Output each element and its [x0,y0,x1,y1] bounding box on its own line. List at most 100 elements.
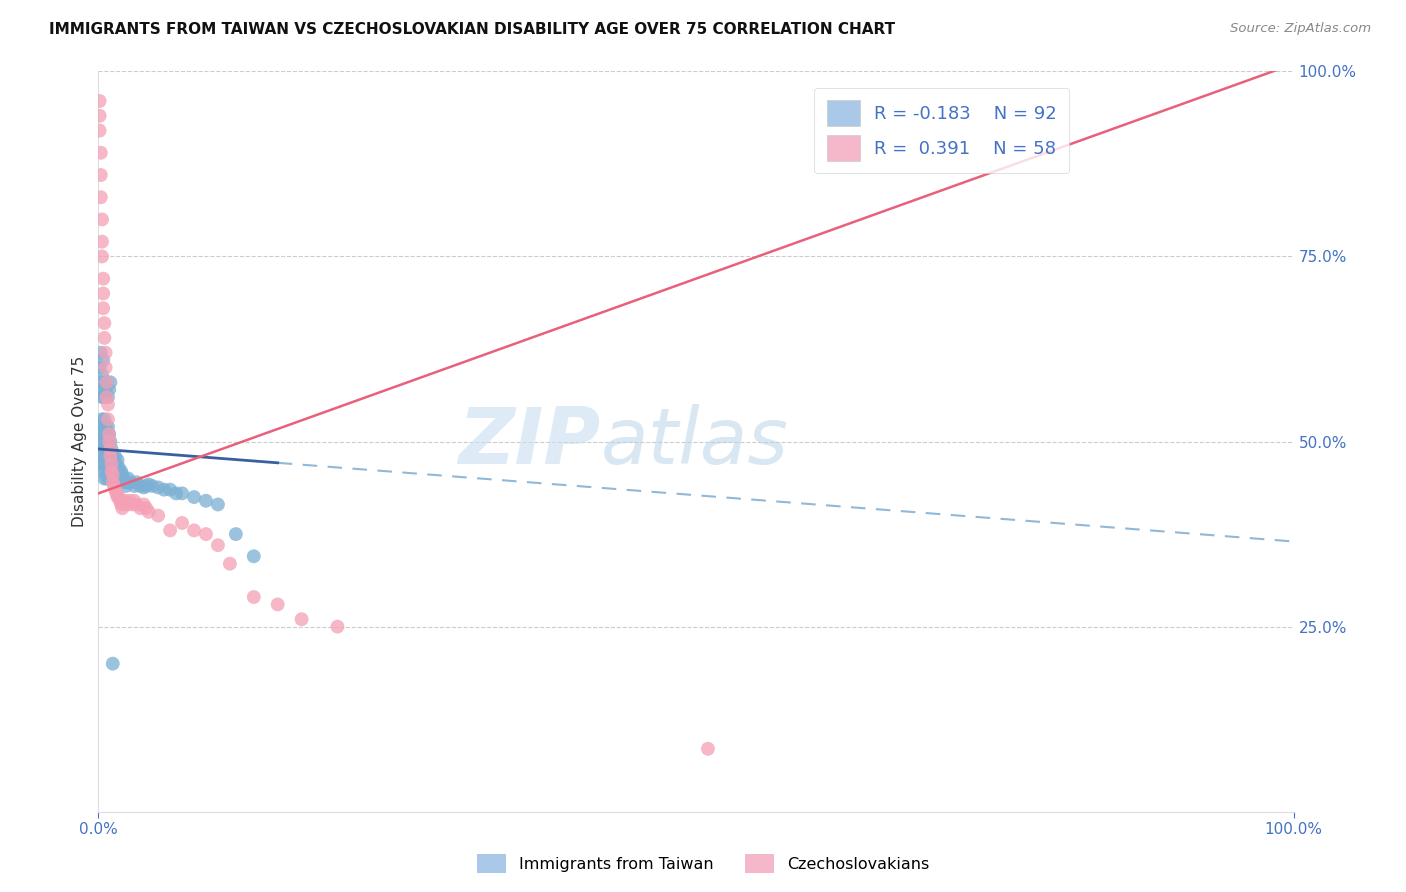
Point [183,490,205,504]
Point [243,590,266,604]
Point [91,271,114,285]
Point [100,457,122,471]
Point [89,94,111,108]
Point [100,471,122,485]
Point [93,442,115,456]
Point [107,464,129,478]
Point [117,471,139,485]
Point [107,490,129,504]
Point [98,450,122,464]
Point [115,479,138,493]
Point [105,457,128,471]
Point [91,353,114,368]
Point [138,477,160,491]
Point [107,453,129,467]
Point [97,412,120,426]
Point [291,612,314,626]
Point [129,479,152,493]
Point [91,235,114,249]
Point [132,480,155,494]
Point [96,442,118,456]
Point [108,471,131,485]
Point [148,508,170,523]
Point [118,493,141,508]
Point [124,493,146,508]
Point [98,434,122,449]
Point [96,390,118,404]
Point [267,598,290,612]
Point [326,619,349,633]
Point [93,390,115,404]
Point [101,475,124,490]
Text: atlas: atlas [600,403,789,480]
Point [98,464,122,478]
Point [90,145,112,160]
Point [195,493,218,508]
Point [103,457,125,471]
Point [91,442,114,456]
Point [97,434,120,449]
Point [98,457,121,471]
Point [90,419,112,434]
Point [125,498,148,512]
Point [121,498,143,512]
Point [94,345,117,359]
Point [108,493,131,508]
Point [100,442,122,456]
Point [89,123,111,137]
Point [91,212,114,227]
Point [97,464,120,478]
Point [96,457,118,471]
Point [91,450,114,464]
Point [172,486,194,500]
Point [243,549,266,564]
Point [94,434,117,449]
Point [101,657,124,671]
Point [93,471,115,485]
Point [90,345,112,359]
Point [96,471,118,485]
Point [114,493,136,508]
Point [91,457,114,471]
Point [183,524,205,538]
Point [98,376,122,390]
Point [110,464,132,478]
Point [135,479,157,493]
Text: Source: ZipAtlas.com: Source: ZipAtlas.com [1230,22,1371,36]
Point [100,464,122,478]
Point [90,434,112,449]
Point [101,450,124,464]
Text: IMMIGRANTS FROM TAIWAN VS CZECHOSLOVAKIAN DISABILITY AGE OVER 75 CORRELATION CHA: IMMIGRANTS FROM TAIWAN VS CZECHOSLOVAKIA… [49,22,896,37]
Point [115,498,138,512]
Point [91,434,114,449]
Point [132,498,155,512]
Point [90,450,112,464]
Point [159,483,181,497]
Point [91,286,114,301]
Point [101,464,124,478]
Point [110,498,132,512]
Point [101,467,124,482]
Point [225,527,247,541]
Point [90,190,112,204]
Point [94,383,117,397]
Point [697,741,720,756]
Point [124,479,146,493]
Point [115,475,138,490]
Point [100,457,122,471]
Point [125,475,148,490]
Point [97,390,120,404]
Point [97,419,120,434]
Point [107,467,129,482]
Point [98,434,121,449]
Point [90,168,112,182]
Text: ZIP: ZIP [458,403,600,480]
Point [89,442,111,456]
Point [97,398,120,412]
Point [141,479,163,493]
Point [96,427,118,442]
Point [98,383,121,397]
Point [96,376,118,390]
Point [111,467,134,482]
Point [89,427,111,442]
